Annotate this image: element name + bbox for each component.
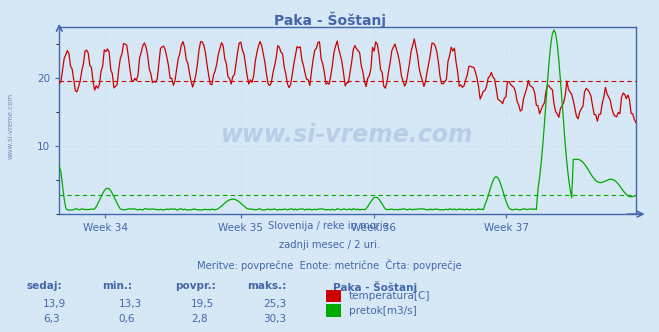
Text: temperatura[C]: temperatura[C] (349, 291, 430, 301)
Text: Paka - Šoštanj: Paka - Šoštanj (333, 281, 417, 292)
Text: min.:: min.: (102, 281, 132, 290)
Text: 0,6: 0,6 (119, 314, 135, 324)
Text: www.si-vreme.com: www.si-vreme.com (8, 93, 14, 159)
Text: 13,3: 13,3 (119, 299, 142, 309)
Text: 25,3: 25,3 (264, 299, 287, 309)
Text: Meritve: povprečne  Enote: metrične  Črta: povprečje: Meritve: povprečne Enote: metrične Črta:… (197, 259, 462, 271)
Text: povpr.:: povpr.: (175, 281, 215, 290)
Text: 13,9: 13,9 (43, 299, 66, 309)
Text: maks.:: maks.: (247, 281, 287, 290)
Text: Slovenija / reke in morje.: Slovenija / reke in morje. (268, 221, 391, 231)
Text: zadnji mesec / 2 uri.: zadnji mesec / 2 uri. (279, 240, 380, 250)
Text: sedaj:: sedaj: (26, 281, 62, 290)
Text: Paka - Šoštanj: Paka - Šoštanj (273, 12, 386, 28)
Text: 19,5: 19,5 (191, 299, 214, 309)
Text: pretok[m3/s]: pretok[m3/s] (349, 306, 416, 316)
Text: 30,3: 30,3 (264, 314, 287, 324)
Text: 6,3: 6,3 (43, 314, 59, 324)
Text: 2,8: 2,8 (191, 314, 208, 324)
Text: www.si-vreme.com: www.si-vreme.com (221, 124, 474, 147)
